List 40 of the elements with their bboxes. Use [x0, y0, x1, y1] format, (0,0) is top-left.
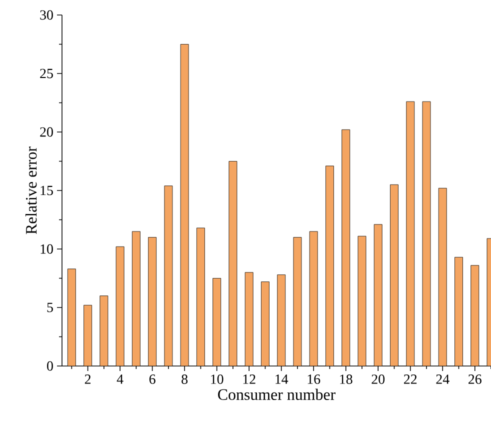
bar [342, 129, 350, 366]
y-tick-label: 5 [47, 302, 53, 312]
y-tick-label: 30 [40, 10, 53, 20]
bar [309, 231, 318, 366]
bar [374, 224, 382, 366]
x-tick-label: 24 [436, 374, 450, 384]
bar [406, 101, 415, 366]
x-tick-label: 6 [149, 374, 156, 384]
bar [67, 268, 76, 366]
bar [390, 184, 398, 366]
x-tick-label: 2 [84, 374, 91, 384]
bar [326, 166, 334, 366]
bar [261, 282, 270, 366]
y-axis-title: Relative error [25, 146, 37, 234]
x-tick-label: 10 [211, 374, 224, 384]
y-tick-label: 25 [40, 68, 53, 78]
bar [244, 272, 254, 366]
bar [196, 228, 205, 366]
x-tick-label: 18 [340, 374, 352, 384]
x-axis-title: Consumer number [218, 388, 336, 400]
x-tick-label: 14 [276, 374, 288, 384]
x-tick-label: 26 [468, 374, 482, 384]
y-tick-label: 0 [47, 361, 53, 371]
bar [438, 188, 447, 366]
y-tick-label: 10 [40, 244, 53, 254]
x-tick-label: 22 [404, 374, 417, 384]
bar [132, 231, 140, 366]
bar [148, 237, 157, 366]
bar [84, 304, 92, 366]
y-tick-label: 20 [40, 127, 53, 137]
x-tick-label: 12 [243, 374, 256, 384]
bar [470, 265, 480, 366]
bar [454, 256, 463, 366]
bar [277, 274, 286, 366]
x-tick-label: 16 [308, 374, 320, 384]
x-tick-label: 20 [372, 374, 385, 384]
bar [212, 278, 222, 366]
x-tick-label: 4 [116, 374, 124, 384]
x-tick-label: 8 [182, 374, 188, 384]
y-tick-label: 15 [40, 186, 53, 196]
